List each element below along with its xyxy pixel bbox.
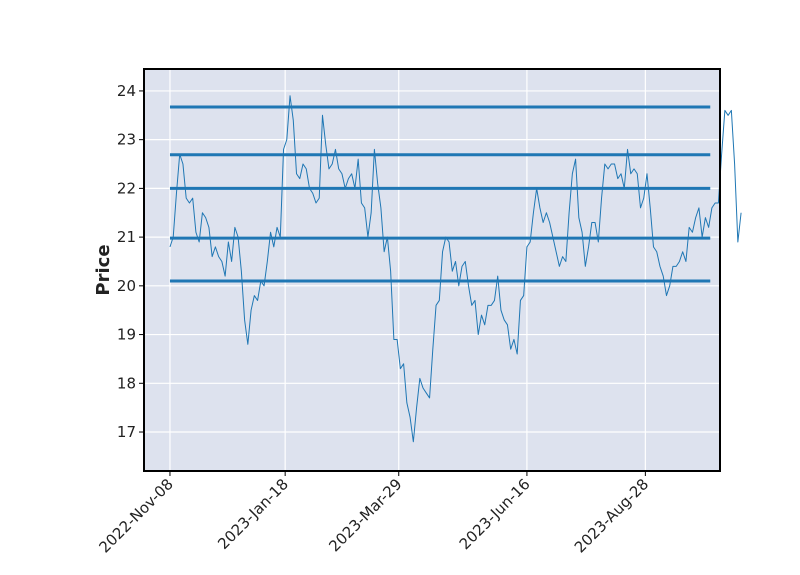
price-series-line [169,95,742,443]
x-tick-label: 2023-Mar-29 [325,475,405,555]
x-tick-label: 2023-Aug-28 [571,475,652,556]
y-axis-label: Price [93,244,114,295]
plot-frame [143,68,721,472]
y-tick-label: 20 [117,277,136,295]
x-axis-ticks: 2022-Nov-08 2023-Jan-18 2023-Mar-29 2023-Ju… [95,471,652,556]
y-tick-label: 22 [117,179,136,197]
y-tick-label: 19 [117,326,136,344]
y-axis-ticks: 17 18 19 20 21 22 23 24 [117,82,144,441]
y-tick-label: 21 [117,228,136,246]
x-tick-label: 2023-Jan-18 [214,475,292,553]
y-tick-label: 24 [117,82,136,100]
y-tick-label: 17 [117,423,136,441]
x-tick-label: 2022-Nov-08 [95,475,176,556]
y-tick-label: 18 [117,374,136,392]
plot-area [144,69,720,471]
x-tick-label: 2023-Jun-16 [456,475,534,553]
y-tick-label: 23 [117,131,136,149]
